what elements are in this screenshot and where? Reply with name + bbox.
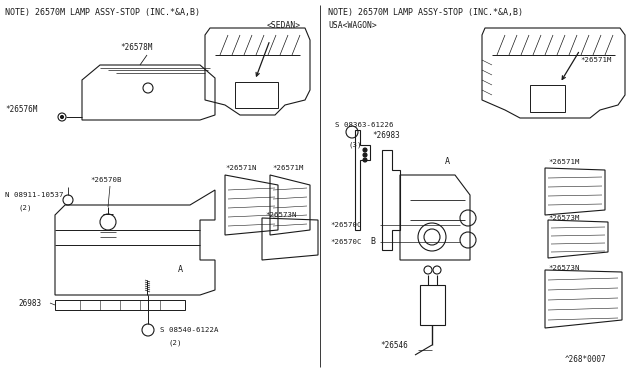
Circle shape <box>363 148 367 152</box>
Text: S 08363-61226: S 08363-61226 <box>335 122 394 128</box>
Text: *26570B: *26570B <box>90 177 122 183</box>
Text: S 08540-6122A: S 08540-6122A <box>160 327 218 333</box>
Circle shape <box>363 158 367 162</box>
Text: *26573N: *26573N <box>548 265 579 271</box>
Text: (2): (2) <box>18 205 31 211</box>
Text: USA<WAGON>: USA<WAGON> <box>328 20 377 29</box>
Text: *26576M: *26576M <box>5 106 37 115</box>
Text: 26983: 26983 <box>18 298 41 308</box>
Text: A: A <box>178 266 183 275</box>
Text: *26546: *26546 <box>380 340 408 350</box>
Circle shape <box>61 115 63 119</box>
Text: NOTE) 26570M LAMP ASSY-STOP (INC.*&A,B): NOTE) 26570M LAMP ASSY-STOP (INC.*&A,B) <box>328 9 523 17</box>
Text: A: A <box>445 157 450 167</box>
Text: *26571M: *26571M <box>548 159 579 165</box>
Text: N 08911-10537: N 08911-10537 <box>5 192 63 198</box>
Text: *26571N: *26571N <box>225 165 257 171</box>
Text: *26578M: *26578M <box>120 44 152 52</box>
Text: NOTE) 26570M LAMP ASSY-STOP (INC.*&A,B): NOTE) 26570M LAMP ASSY-STOP (INC.*&A,B) <box>5 9 200 17</box>
Text: *26573M: *26573M <box>548 215 579 221</box>
Text: *26571M: *26571M <box>580 57 611 63</box>
Text: *26573N: *26573N <box>265 212 296 218</box>
Text: (3): (3) <box>348 142 362 148</box>
Text: <SEDAN>: <SEDAN> <box>267 20 301 29</box>
Circle shape <box>363 153 367 157</box>
Text: ^268*0007: ^268*0007 <box>565 356 607 365</box>
Text: *26983: *26983 <box>372 131 400 140</box>
Text: (2): (2) <box>168 340 182 346</box>
Text: B: B <box>370 237 375 247</box>
Text: *26571M: *26571M <box>272 165 303 171</box>
Text: *26570C: *26570C <box>330 239 362 245</box>
Text: *26570C: *26570C <box>330 222 362 228</box>
